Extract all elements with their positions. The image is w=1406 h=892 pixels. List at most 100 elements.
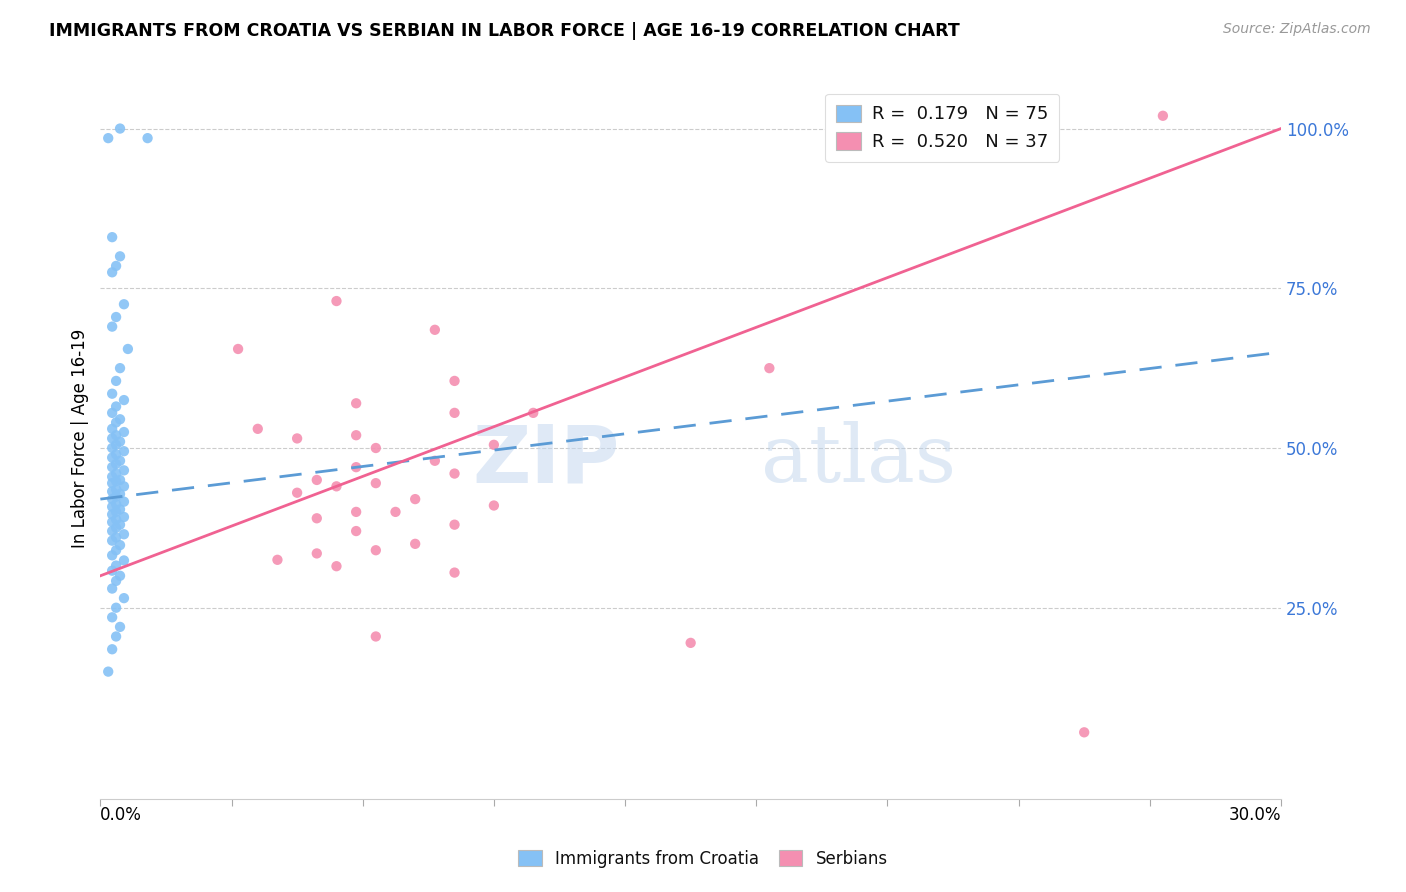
Point — [101, 564, 124, 578]
Point — [108, 454, 131, 468]
Point — [1152, 109, 1174, 123]
Point — [112, 553, 135, 567]
Point — [108, 620, 131, 634]
Point — [226, 342, 249, 356]
Point — [101, 533, 124, 548]
Point — [112, 527, 135, 541]
Point — [101, 469, 124, 483]
Point — [105, 416, 128, 430]
Point — [101, 230, 124, 244]
Point — [325, 294, 347, 309]
Point — [97, 665, 120, 679]
Point — [108, 502, 131, 516]
Point — [108, 538, 131, 552]
Point — [443, 374, 465, 388]
Point — [482, 499, 505, 513]
Point — [112, 479, 135, 493]
Point — [344, 505, 367, 519]
Point — [384, 505, 406, 519]
Point — [344, 524, 367, 538]
Point — [105, 497, 128, 511]
Point — [101, 549, 124, 563]
Point — [101, 508, 124, 522]
Text: Source: ZipAtlas.com: Source: ZipAtlas.com — [1223, 22, 1371, 37]
Point — [97, 131, 120, 145]
Point — [101, 500, 124, 514]
Point — [105, 259, 128, 273]
Point — [364, 441, 387, 455]
Point — [105, 505, 128, 519]
Point — [443, 467, 465, 481]
Point — [101, 582, 124, 596]
Point — [108, 412, 131, 426]
Point — [344, 460, 367, 475]
Point — [101, 460, 124, 475]
Point — [285, 432, 308, 446]
Point — [105, 447, 128, 461]
Point — [105, 531, 128, 545]
Text: IMMIGRANTS FROM CROATIA VS SERBIAN IN LABOR FORCE | AGE 16-19 CORRELATION CHART: IMMIGRANTS FROM CROATIA VS SERBIAN IN LA… — [49, 22, 960, 40]
Point — [404, 537, 426, 551]
Point — [443, 566, 465, 580]
Text: 30.0%: 30.0% — [1229, 805, 1281, 824]
Point — [112, 425, 135, 439]
Point — [105, 400, 128, 414]
Point — [101, 319, 124, 334]
Point — [105, 310, 128, 324]
Point — [101, 642, 124, 657]
Point — [108, 434, 131, 449]
Point — [105, 630, 128, 644]
Point — [105, 457, 128, 471]
Point — [108, 361, 131, 376]
Point — [101, 610, 124, 624]
Point — [105, 543, 128, 558]
Point — [325, 479, 347, 493]
Point — [108, 487, 131, 501]
Point — [112, 591, 135, 606]
Point — [364, 630, 387, 644]
Y-axis label: In Labor Force | Age 16-19: In Labor Force | Age 16-19 — [72, 329, 89, 548]
Point — [404, 492, 426, 507]
Point — [522, 406, 544, 420]
Point — [105, 438, 128, 452]
Text: 0.0%: 0.0% — [100, 805, 142, 824]
Point — [1073, 725, 1095, 739]
Point — [344, 396, 367, 410]
Point — [423, 454, 446, 468]
Point — [112, 494, 135, 508]
Point — [112, 463, 135, 477]
Point — [758, 361, 780, 376]
Point — [105, 600, 128, 615]
Point — [344, 428, 367, 442]
Point — [266, 553, 288, 567]
Point — [101, 450, 124, 465]
Point — [105, 574, 128, 588]
Point — [112, 510, 135, 524]
Legend: R =  0.179   N = 75, R =  0.520   N = 37: R = 0.179 N = 75, R = 0.520 N = 37 — [825, 94, 1060, 162]
Point — [101, 386, 124, 401]
Point — [108, 568, 131, 582]
Point — [482, 438, 505, 452]
Point — [112, 444, 135, 458]
Point — [423, 323, 446, 337]
Point — [108, 517, 131, 532]
Point — [246, 422, 269, 436]
Point — [101, 515, 124, 529]
Point — [305, 511, 328, 525]
Point — [101, 441, 124, 455]
Point — [108, 473, 131, 487]
Point — [105, 490, 128, 504]
Point — [101, 422, 124, 436]
Point — [136, 131, 159, 145]
Point — [325, 559, 347, 574]
Point — [108, 121, 131, 136]
Point — [101, 265, 124, 279]
Point — [105, 483, 128, 497]
Point — [101, 476, 124, 491]
Point — [305, 473, 328, 487]
Text: ZIP: ZIP — [472, 421, 620, 500]
Point — [105, 521, 128, 535]
Point — [364, 476, 387, 491]
Point — [101, 406, 124, 420]
Point — [105, 467, 128, 481]
